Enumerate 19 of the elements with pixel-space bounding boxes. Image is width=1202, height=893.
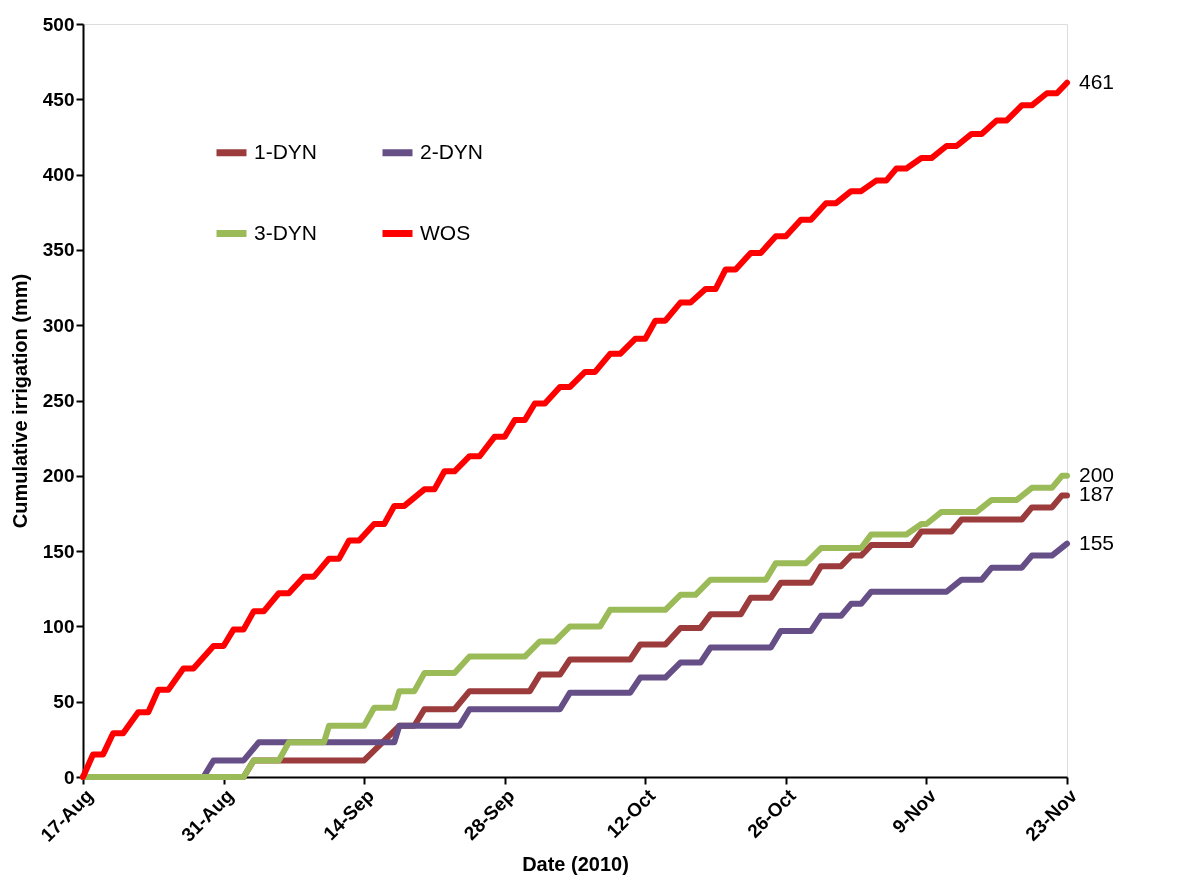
- y-tick-label: 300: [42, 314, 75, 336]
- y-axis-title: Cumulative irrigation (mm): [8, 273, 31, 529]
- legend-label: 2-DYN: [420, 139, 484, 163]
- y-tick-label: 500: [42, 13, 75, 35]
- legend-label: 1-DYN: [254, 139, 318, 163]
- y-tick-label: 150: [42, 540, 75, 562]
- y-tick-label: 400: [42, 164, 75, 186]
- y-tick-label: 250: [42, 390, 75, 411]
- legend-label: WOS: [420, 220, 471, 244]
- y-tick-label: 100: [42, 615, 75, 637]
- annotation: 461: [1079, 69, 1115, 93]
- y-tick-label: 0: [63, 766, 75, 788]
- y-tick-label: 200: [42, 465, 75, 487]
- y-tick-label: 450: [42, 88, 75, 110]
- y-tick-label: 350: [42, 239, 75, 261]
- annotation: 155: [1079, 530, 1115, 554]
- legend-label: 3-DYN: [254, 220, 318, 244]
- x-axis-title: Date (2010): [522, 853, 629, 876]
- y-tick-label: 50: [53, 691, 75, 713]
